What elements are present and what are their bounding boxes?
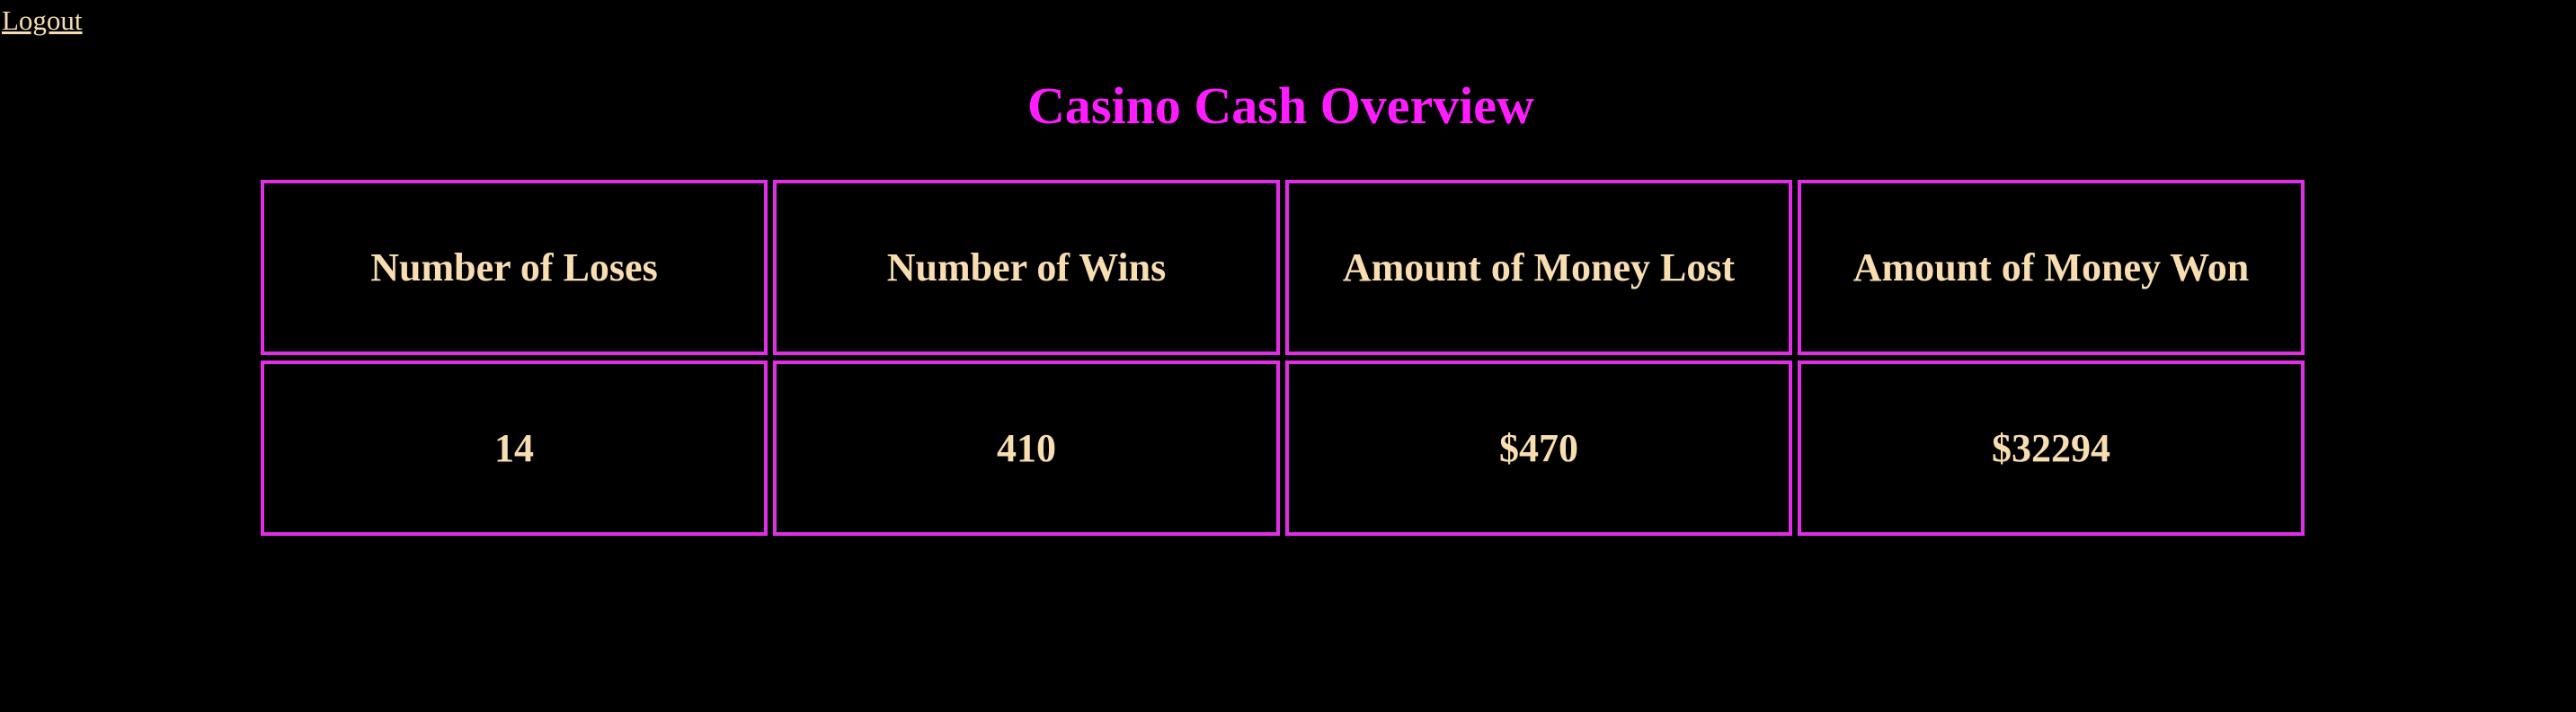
header-amount-money-won: Amount of Money Won: [1798, 180, 2305, 355]
value-amount-money-lost: $470: [1285, 360, 1792, 536]
cash-overview-table: Number of Loses Number of Wins Amount of…: [255, 174, 2310, 541]
value-amount-money-won: $32294: [1798, 360, 2305, 536]
header-number-of-loses: Number of Loses: [261, 180, 768, 355]
table-header-row: Number of Loses Number of Wins Amount of…: [261, 180, 2305, 355]
value-number-of-loses: 14: [261, 360, 768, 536]
table-row: 14 410 $470 $32294: [261, 360, 2305, 536]
logout-link[interactable]: Logout: [2, 4, 83, 36]
header-number-of-wins: Number of Wins: [773, 180, 1280, 355]
header-amount-money-lost: Amount of Money Lost: [1285, 180, 1792, 355]
page-title: Casino Cash Overview: [1027, 76, 1534, 135]
value-number-of-wins: 410: [773, 360, 1280, 536]
